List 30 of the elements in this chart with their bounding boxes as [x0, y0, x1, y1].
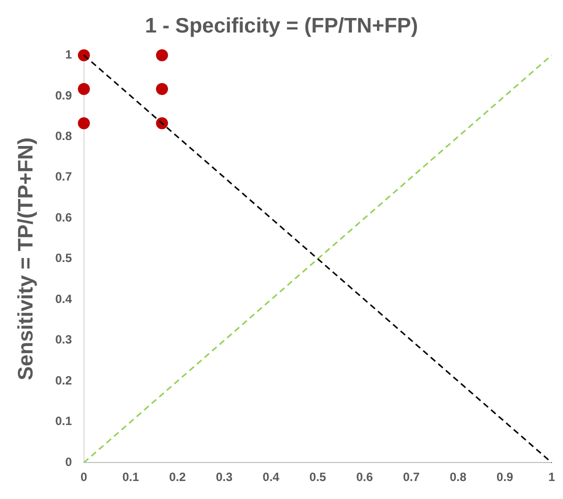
point — [78, 83, 90, 96]
x-tick-label: 0.7 — [402, 470, 420, 484]
x-tick-label: 0.4 — [262, 470, 280, 484]
y-tick-label: 0.7 — [55, 170, 72, 184]
y-tick-label: 0.2 — [55, 373, 72, 388]
y-tick-label: 0.4 — [55, 292, 72, 306]
y-tick-label: 0.1 — [55, 414, 72, 428]
point — [156, 83, 168, 96]
y-axis-title: Sensitivity = TP/(TP+FN) — [14, 138, 38, 380]
y-tick-label: 0.9 — [55, 88, 72, 102]
x-tick-label: 0.1 — [122, 470, 140, 484]
x-tick-label: 0.3 — [216, 470, 233, 484]
x-tick-label: 0.8 — [450, 470, 467, 484]
x-tick-label: 0.2 — [169, 470, 186, 484]
y-tick-label: 0.6 — [55, 210, 72, 224]
x-tick-label: 0 — [80, 470, 88, 484]
y-tick-label: 0.8 — [55, 128, 72, 143]
y-tick-label: 0.5 — [55, 251, 72, 266]
x-tick-label: 0.9 — [496, 470, 514, 484]
point — [78, 49, 90, 62]
y-tick-label: 0 — [65, 454, 72, 469]
y-tick-label: 0.3 — [55, 332, 72, 347]
x-tick-label: 0.5 — [309, 470, 326, 484]
y-tick-label: 1 — [65, 48, 72, 62]
point — [156, 49, 168, 62]
point — [156, 117, 168, 130]
x-axis-title: 1 - Specificity = (FP/TN+FP) — [144, 14, 418, 38]
point — [78, 117, 90, 130]
x-tick-label: 1 — [548, 470, 556, 484]
x-tick-label: 0.6 — [356, 470, 374, 484]
